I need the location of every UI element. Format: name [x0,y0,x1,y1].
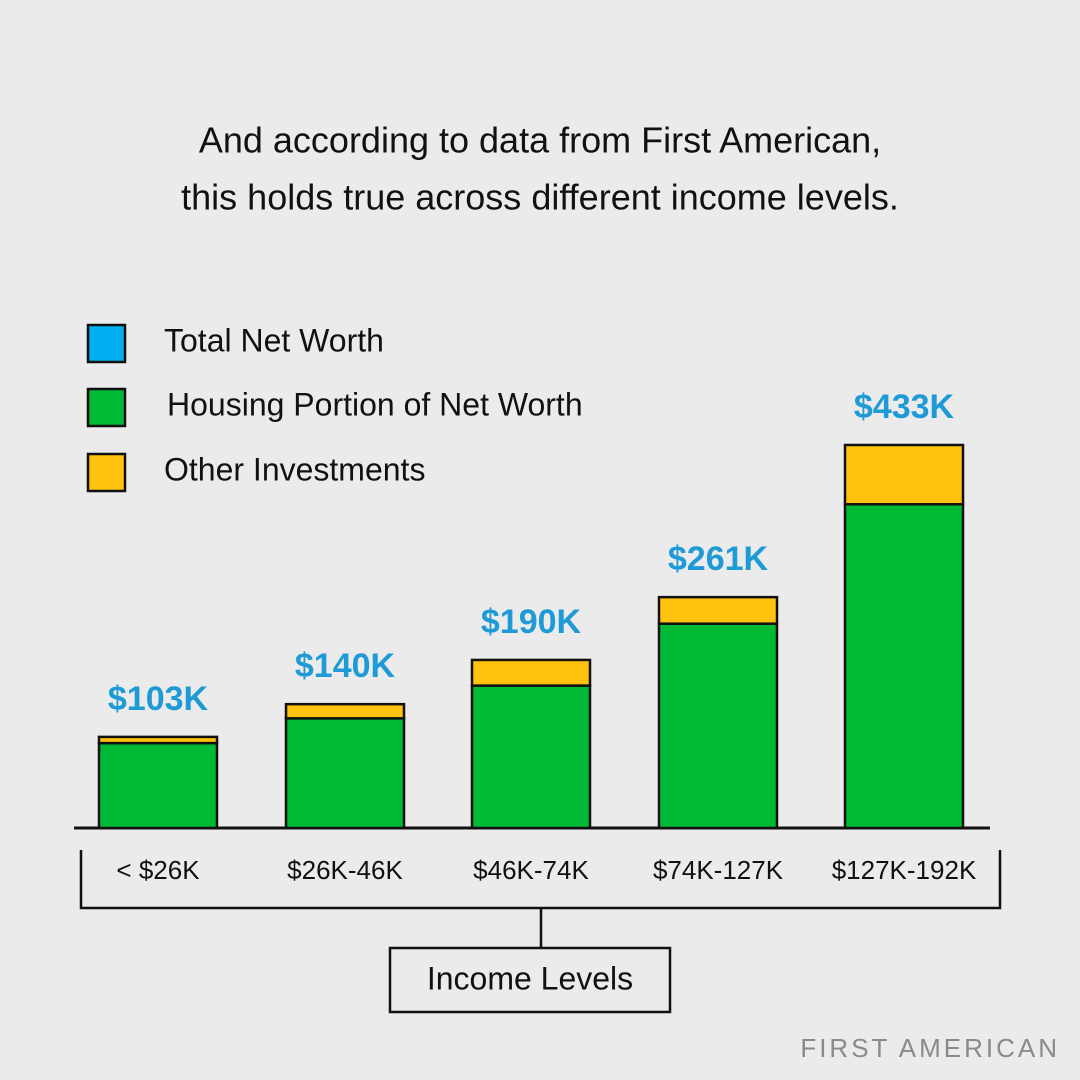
legend-label: Other Investments [164,451,425,487]
total-label: $261K [668,540,769,578]
total-label: $103K [108,680,209,718]
footer: FIRST AMERICAN [800,1033,1060,1063]
bar-segment [843,443,965,506]
bar-segment [843,503,965,830]
bar-segment [284,717,406,830]
legend-label: Housing Portion of Net Worth [167,386,583,422]
x-label-box [388,946,672,1014]
legend-swatch [86,323,127,364]
x-tick-label: $127K-192K [832,855,977,885]
total-label: $433K [854,388,955,426]
x-tick-label: < $26K [116,855,200,885]
bar-segment [97,735,219,745]
x-tick-label: $46K-74K [473,855,589,885]
chart-title: this holds true across different income … [181,177,899,218]
total-label: $190K [481,603,582,641]
legend-label: Total Net Worth [164,322,384,358]
x-tick-label: $26K-46K [287,855,403,885]
legend-swatch [86,387,127,428]
x-axis-label: Income Levels [427,960,633,996]
bar-segment [470,658,592,687]
bar-segment [470,684,592,830]
bracket [79,850,1002,948]
bar-segment [284,702,406,720]
x-tick-label: $74K-127K [653,855,784,885]
bar-segment [657,595,779,625]
legend-swatch [86,452,127,493]
total-label: $140K [295,647,396,685]
chart-title: And according to data from First America… [199,120,881,161]
bar-segment [657,622,779,830]
bar-segment [97,741,219,830]
